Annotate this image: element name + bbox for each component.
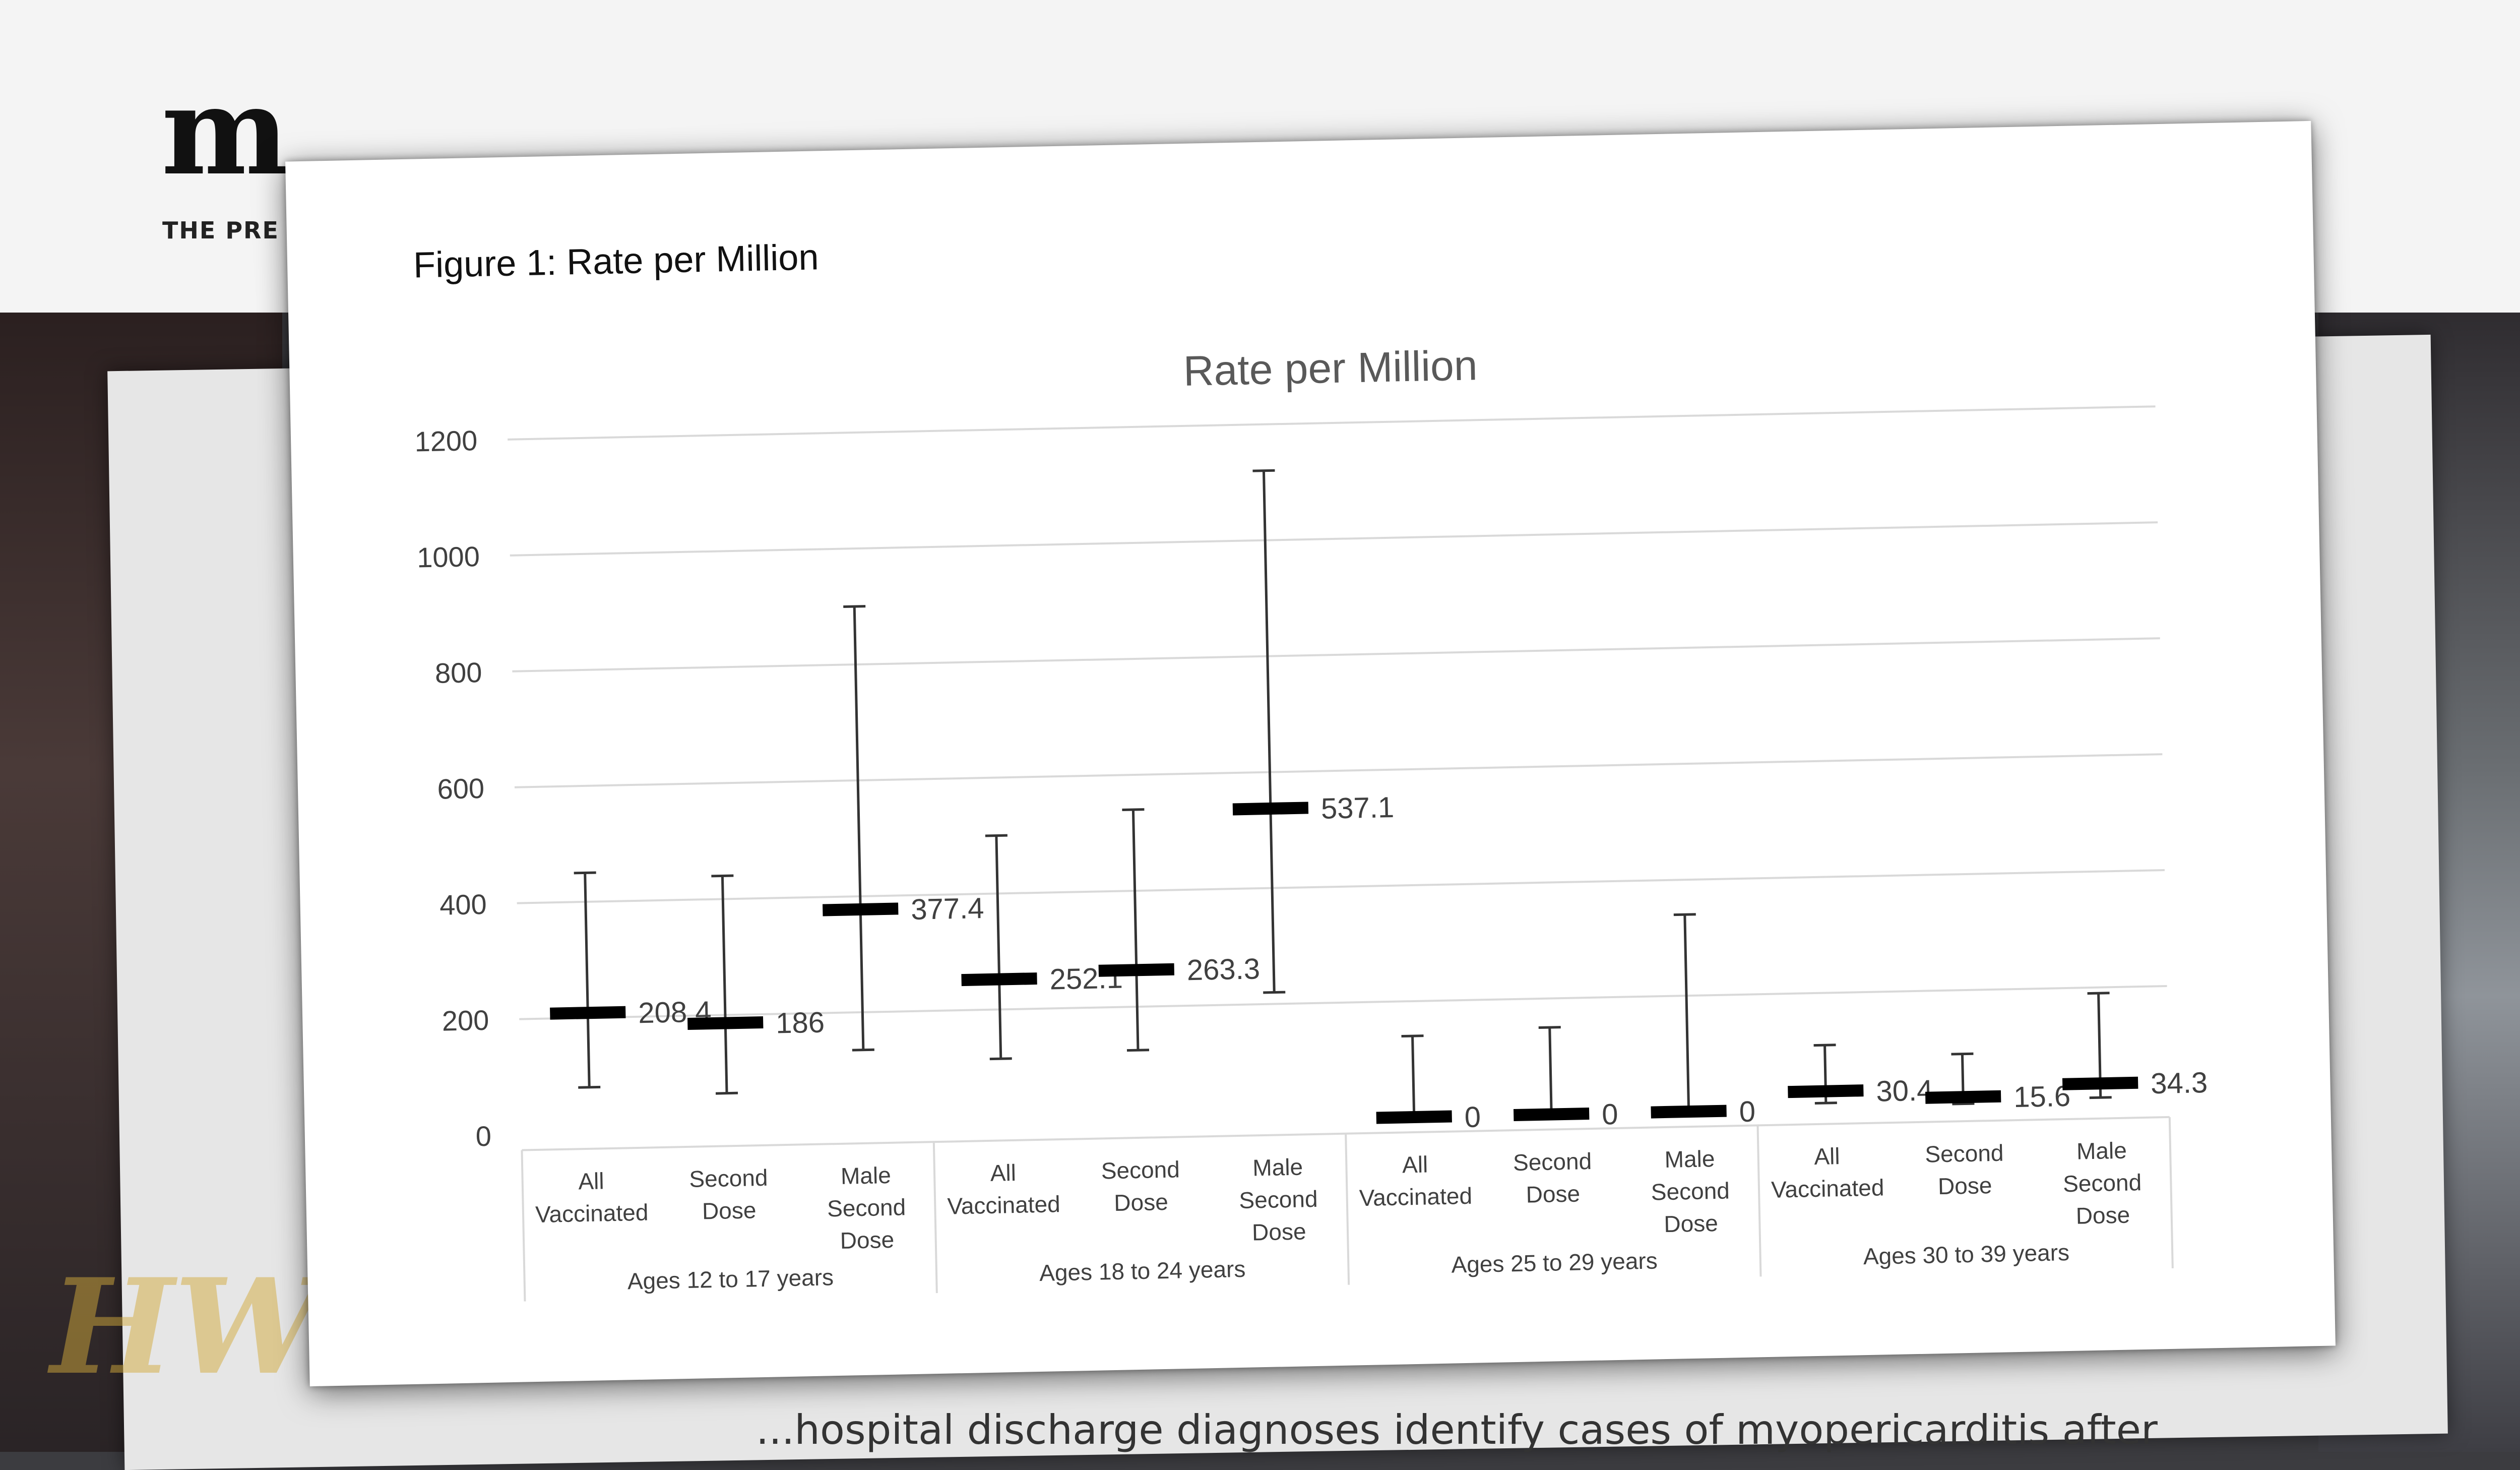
site-tagline: THE PRE [162,217,279,244]
point-marker [1788,1084,1864,1098]
data-label: 15.6 [2013,1080,2071,1114]
group-label: Ages 12 to 17 years [627,1264,834,1294]
chart-title: Rate per Million [1183,341,1478,395]
group-label: Ages 30 to 39 years [1863,1239,2069,1269]
y-tick-label: 1200 [414,424,478,457]
group-separator [2168,1117,2174,1268]
error-bar-whisker [995,835,1002,1059]
point-marker [1098,963,1175,977]
x-tick-label: Dose [1252,1218,1306,1245]
error-bar-whisker [721,876,728,1093]
data-label: 30.4 [1876,1074,1933,1108]
x-tick-label: Vaccinated [947,1191,1060,1219]
point-marker [961,972,1037,987]
x-tick-label: Second [2063,1169,2142,1197]
x-tick-label: Second [1101,1156,1180,1184]
x-tick-label: Vaccinated [1359,1183,1472,1211]
x-tick-label: All [578,1168,604,1194]
channel-watermark: HW [50,1250,322,1404]
error-bar-whisker [1131,810,1140,1051]
error-bar-whisker [1262,470,1276,993]
group-separator [1756,1125,1762,1277]
group-separator [521,1150,526,1302]
point-marker [1232,802,1309,816]
error-bar-whisker [584,873,591,1087]
error-bar-cap-high [1252,469,1275,472]
point-marker [1376,1110,1452,1124]
point-marker [550,1006,626,1020]
x-tick-label: Dose [2075,1202,2130,1229]
point-marker [2062,1076,2138,1090]
x-tick-label: Second [1239,1186,1318,1213]
data-label: 377.4 [911,892,984,926]
x-tick-label: Dose [1114,1189,1168,1216]
gridline [519,985,2167,1020]
y-tick-label: 1000 [417,540,480,573]
data-label: 0 [1464,1100,1481,1134]
error-bar-cap-high [843,605,866,608]
group-separator [932,1142,938,1294]
error-bar-cap-low [1814,1101,1837,1105]
x-tick-label: Male [2076,1137,2127,1165]
error-bar-cap-low [1126,1049,1150,1052]
point-marker [1651,1105,1727,1119]
y-tick-label: 0 [475,1120,491,1152]
gridline [512,637,2160,672]
error-bar-cap-high [1673,913,1696,916]
error-bar-whisker [1683,914,1690,1112]
x-tick-label: All [1402,1151,1428,1178]
x-tick-label: Second [1925,1140,2004,1168]
point-marker [1925,1090,2001,1104]
data-label: 537.1 [1320,791,1394,825]
data-label: 186 [776,1006,825,1040]
error-bar-cap-low [2089,1096,2112,1099]
y-tick-label: 800 [434,656,482,689]
data-label: 263.3 [1186,952,1260,987]
y-tick-label: 200 [442,1004,489,1037]
x-tick-label: All [1814,1143,1840,1170]
gridline [514,753,2163,788]
site-logo: m [161,60,289,202]
x-tick-label: Vaccinated [535,1199,649,1228]
article-body-text: ...hospital discharge diagnoses identify… [756,1406,2158,1453]
error-bar-cap-high [1538,1026,1561,1029]
gridline [508,405,2156,441]
data-label: 34.3 [2151,1066,2208,1100]
x-tick-label: Second [1513,1148,1592,1176]
point-marker [687,1016,764,1030]
data-label: 0 [1739,1095,1756,1128]
x-tick-label: Dose [840,1227,894,1254]
figure-card: Figure 1: Rate per Million Rate per Mill… [285,120,2336,1387]
point-marker [1513,1108,1590,1122]
error-bar-cap-low [1263,991,1286,994]
point-marker [823,902,899,916]
error-bar-cap-high [985,834,1007,837]
x-tick-label: Dose [1938,1172,1992,1199]
x-tick-label: Second [827,1194,906,1221]
x-tick-label: Male [1252,1153,1303,1181]
y-tick-label: 400 [439,888,487,921]
error-bar-cap-high [2087,992,2110,995]
x-tick-label: Male [840,1162,891,1189]
error-bar-whisker [1411,1035,1416,1118]
error-bar-cap-high [1813,1044,1836,1047]
gridline [510,521,2158,557]
x-tick-label: Dose [1664,1210,1718,1237]
x-tick-label: Dose [702,1197,757,1224]
gridline [517,869,2165,904]
x-tick-label: Dose [1526,1180,1580,1207]
x-tick-label: Second [689,1165,768,1192]
x-tick-label: Vaccinated [1771,1174,1884,1202]
error-bar-chart: Rate per Million 0 200 400 600 800 1000 1200 All… [414,341,2208,1302]
x-tick-label: Second [1651,1177,1730,1205]
group-separator [1345,1133,1350,1285]
group-label: Ages 25 to 29 years [1451,1247,1658,1277]
data-label: 0 [1602,1098,1619,1131]
x-tick-label: Male [1664,1145,1715,1173]
error-bar-whisker [1548,1027,1553,1115]
group-label: Ages 18 to 24 years [1039,1256,1246,1286]
y-tick-label: 600 [437,772,485,805]
error-bar-whisker [853,606,865,1050]
x-tick-label: All [990,1159,1016,1186]
